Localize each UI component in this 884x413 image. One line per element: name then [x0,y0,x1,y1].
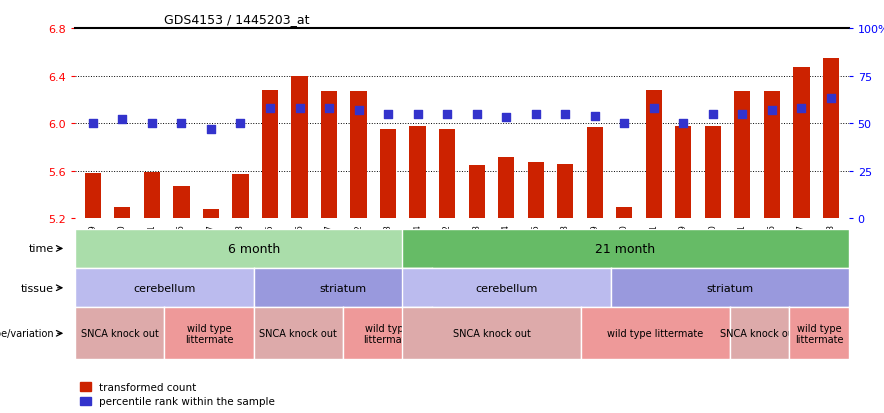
Point [765,107,779,114]
Point [440,111,454,118]
Bar [823,59,839,219]
Text: striatum: striatum [706,283,753,293]
Bar [350,92,367,219]
Bar [469,166,484,219]
Point [381,111,395,118]
Bar [675,126,691,219]
Bar [645,91,662,219]
Bar [616,207,632,219]
Text: SNCA knock out: SNCA knock out [80,328,159,339]
Bar [764,92,780,219]
Point [529,111,543,118]
Text: striatum: striatum [319,283,367,293]
Bar [202,209,219,219]
Bar [439,130,455,219]
Text: time: time [29,244,54,254]
Bar [321,92,337,219]
Point [352,107,366,114]
Bar [144,173,160,219]
Text: 21 month: 21 month [596,242,656,255]
Point [824,96,838,102]
Text: SNCA knock out: SNCA knock out [720,328,798,339]
Point [499,115,514,121]
Point [115,117,129,123]
Bar [793,68,810,219]
Point [293,105,307,112]
Text: GDS4153 / 1445203_at: GDS4153 / 1445203_at [164,13,309,26]
Legend: transformed count, percentile rank within the sample: transformed count, percentile rank withi… [80,382,275,406]
Point [322,105,336,112]
Point [145,121,159,127]
Point [558,111,572,118]
Point [86,121,100,127]
Text: SNCA knock out: SNCA knock out [259,328,337,339]
Bar [85,174,101,219]
Point [647,105,661,112]
Bar [498,157,514,219]
Point [410,111,424,118]
Point [735,111,750,118]
Bar [705,126,721,219]
Bar [292,76,308,219]
Point [705,111,720,118]
Bar [114,207,131,219]
Point [469,111,484,118]
Text: cerebellum: cerebellum [133,283,195,293]
Bar [173,187,189,219]
Text: SNCA knock out: SNCA knock out [453,328,530,339]
Bar [528,163,544,219]
Point [588,113,602,120]
Bar [587,128,603,219]
Text: 6 month: 6 month [227,242,279,255]
Point [795,105,809,112]
Text: wild type
littermate: wild type littermate [185,323,233,344]
Point [263,105,277,112]
Bar [232,175,248,219]
Bar [735,92,751,219]
Text: tissue: tissue [21,283,54,293]
Point [676,121,690,127]
Text: genotype/variation: genotype/variation [0,328,54,339]
Bar [380,130,396,219]
Point [233,121,248,127]
Point [617,121,631,127]
Bar [557,164,574,219]
Text: wild type
littermate: wild type littermate [363,323,412,344]
Point [174,121,188,127]
Point [204,126,218,133]
Text: wild type littermate: wild type littermate [607,328,704,339]
Text: wild type
littermate: wild type littermate [795,323,843,344]
Bar [262,91,278,219]
Text: cerebellum: cerebellum [476,283,537,293]
Bar [409,126,426,219]
